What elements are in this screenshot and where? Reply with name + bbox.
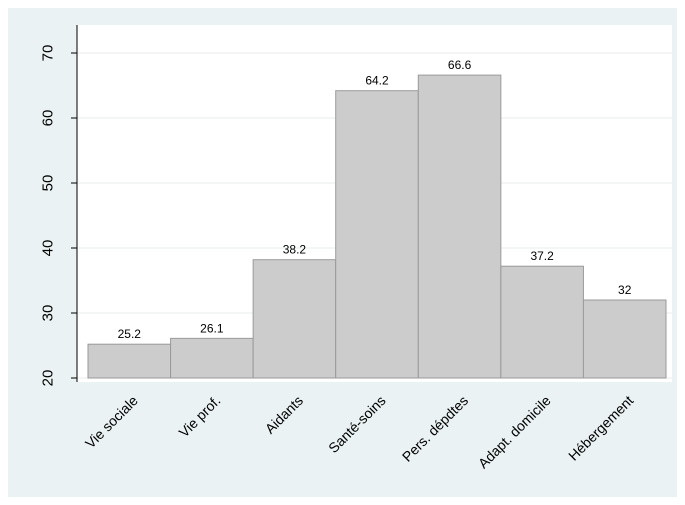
y-tick-label-50: 50 [40,175,57,192]
data-label-6: 37.2 [530,249,554,263]
data-label-5: 66.6 [448,58,472,72]
x-category-label-6: Adapt. domicile [475,392,554,471]
data-label-7: 32 [618,283,632,297]
x-category-label-5: Pers. dépdtes [399,392,471,464]
bar-2 [170,337,254,379]
x-category-label-1: Vie sociale [82,392,141,451]
data-label-1: 25.2 [118,327,142,341]
data-label-4: 64.2 [365,74,389,88]
x-axis-labels: Vie sociale Vie prof. Aidants Santé-soins Pe… [82,392,637,471]
y-tick-label-20: 20 [40,370,57,387]
x-category-label-3: Aidants [262,392,306,436]
bar-5 [417,74,502,379]
y-tick-label-60: 60 [40,110,57,127]
y-axis: 20 30 40 50 60 70 [40,25,78,386]
y-tick-label-30: 30 [40,305,57,322]
bar-6 [500,265,584,379]
bar-1 [87,343,172,379]
bar-4 [335,90,419,379]
bar-7 [582,299,667,379]
y-tick-label-70: 70 [40,45,57,62]
data-label-3: 38.2 [283,243,307,257]
bar-3 [252,259,337,379]
data-labels: 25.2 26.1 38.2 64.2 66.6 37.2 32 [118,58,632,341]
x-category-label-7: Hébergement [565,392,636,463]
bars [87,74,667,379]
y-tick-label-40: 40 [40,240,57,257]
x-category-label-2: Vie prof. [176,392,224,440]
data-label-2: 26.1 [200,321,224,335]
x-category-label-4: Santé-soins [325,392,389,456]
